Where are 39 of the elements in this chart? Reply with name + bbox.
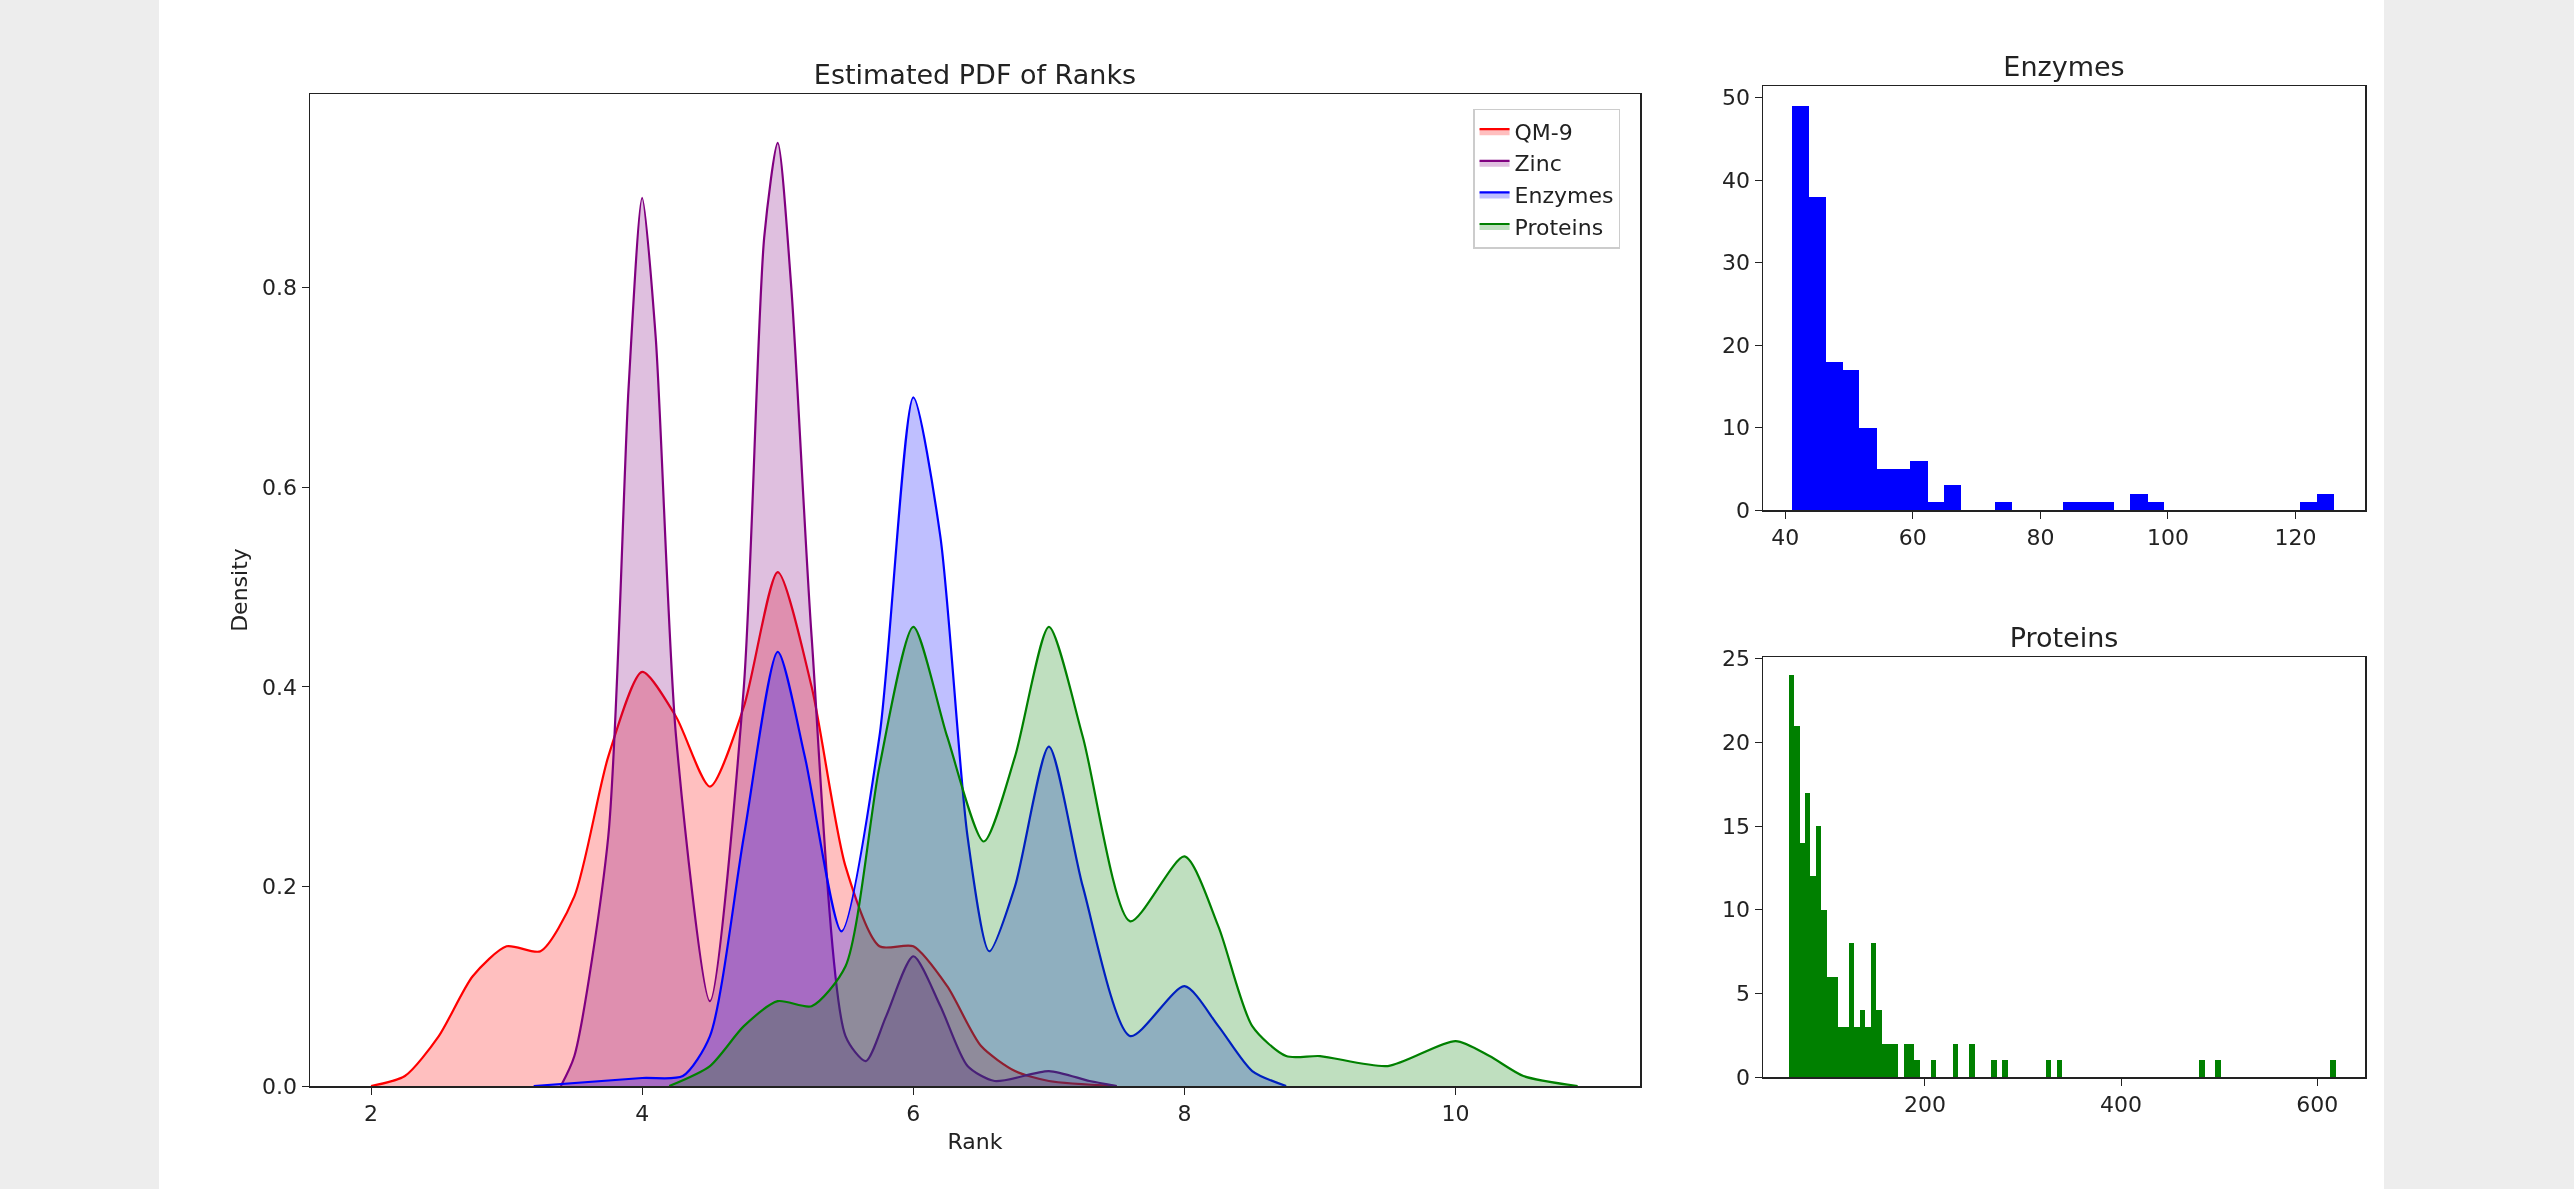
y-tick-label: 0.6 <box>262 474 298 500</box>
y-tick-label: 0.0 <box>262 1073 298 1099</box>
chart-title: Enzymes <box>2003 51 2125 82</box>
legend-label: Proteins <box>1514 214 1604 240</box>
x-tick-label: 6 <box>906 1100 921 1126</box>
x-tick-label: 80 <box>2026 524 2055 550</box>
y-tick-label: 0.2 <box>262 874 298 900</box>
y-tick-label: 30 <box>1722 250 1751 276</box>
y-tick-label: 20 <box>1722 730 1751 756</box>
y-tick-label: 10 <box>1722 897 1751 923</box>
y-tick-label: 15 <box>1722 813 1751 839</box>
y-tick-label: 0.8 <box>262 275 298 301</box>
y-tick-label: 10 <box>1722 415 1751 441</box>
x-tick-label: 400 <box>2100 1091 2143 1117</box>
legend-label: Zinc <box>1514 151 1562 177</box>
x-tick-label: 60 <box>1898 524 1927 550</box>
y-tick-label: 0.4 <box>262 674 298 700</box>
y-tick-label: 50 <box>1722 85 1751 111</box>
y-tick-label: 5 <box>1736 981 1751 1007</box>
x-axis-title: Rank <box>947 1128 1003 1154</box>
y-axis-title: Density <box>227 548 253 632</box>
x-tick-label: 40 <box>1771 524 1800 550</box>
x-tick-label: 2 <box>364 1100 379 1126</box>
y-tick-label: 25 <box>1722 646 1751 672</box>
x-tick-label: 8 <box>1177 1100 1192 1126</box>
x-tick-label: 600 <box>2296 1091 2339 1117</box>
chart-title: Estimated PDF of Ranks <box>813 59 1137 90</box>
x-tick-label: 120 <box>2274 524 2317 550</box>
y-tick-label: 40 <box>1722 167 1751 193</box>
legend-label: Enzymes <box>1514 182 1614 208</box>
chart-title: Proteins <box>2009 622 2119 653</box>
x-tick-label: 10 <box>1441 1100 1470 1126</box>
x-tick-label: 100 <box>2146 524 2189 550</box>
y-tick-label: 0 <box>1736 497 1751 523</box>
y-tick-label: 0 <box>1736 1064 1751 1090</box>
x-tick-label: 4 <box>635 1100 650 1126</box>
legend-label: QM-9 <box>1514 119 1573 145</box>
y-tick-label: 20 <box>1722 332 1751 358</box>
x-tick-label: 200 <box>1903 1091 1946 1117</box>
